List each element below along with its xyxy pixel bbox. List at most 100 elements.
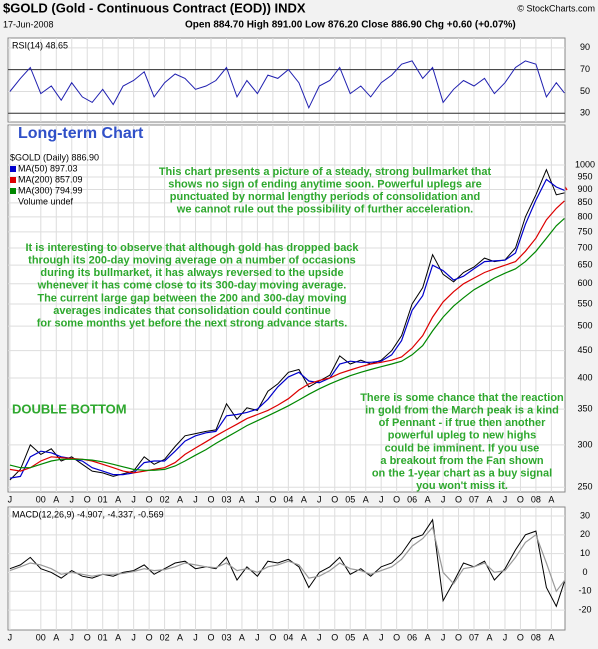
x-tick-label: A [115, 494, 121, 504]
panel [7, 37, 566, 123]
legend-entry: Volume undef [18, 196, 74, 206]
x-tick-label: J [8, 494, 13, 504]
annotation: whenever it has come close to its 300-da… [37, 280, 347, 292]
y-tick-label: -20 [578, 604, 591, 614]
x-tick-label: J [441, 494, 446, 504]
x-tick-label: O [207, 632, 214, 642]
y-tick-label: 500 [577, 321, 592, 331]
panel [7, 124, 566, 493]
x-tick-label: 07 [469, 494, 479, 504]
y-tick-label: 250 [577, 482, 592, 492]
y-tick-label: 1000 [575, 159, 595, 169]
panel-label: RSI(14) 48.65 [12, 40, 68, 50]
x-tick-label: 08 [531, 494, 541, 504]
x-tick-label: O [331, 494, 338, 504]
x-tick-label: J [255, 494, 260, 504]
x-tick-label: A [548, 494, 554, 504]
y-tick-label: 600 [577, 278, 592, 288]
x-tick-label: A [301, 632, 307, 642]
x-tick-label: 01 [98, 494, 108, 504]
x-tick-label: 00 [36, 632, 46, 642]
x-tick-label: 05 [345, 632, 355, 642]
x-tick-label: 04 [283, 632, 293, 642]
y-tick-label: 400 [577, 372, 592, 382]
annotation: during its bullmarket, it has always rev… [40, 267, 343, 279]
annotation: The current large gap between the 200 an… [37, 292, 346, 304]
x-tick-label: J [8, 632, 13, 642]
legend-swatch [10, 188, 16, 194]
annotation: of Pennant - if true then another [379, 417, 547, 429]
x-tick-label: O [455, 494, 462, 504]
panel [7, 506, 566, 631]
x-tick-label: J [441, 632, 446, 642]
series-line [9, 60, 565, 110]
x-tick-label: 02 [160, 494, 170, 504]
legend-entry: $GOLD (Daily) 886.90 [10, 152, 99, 162]
annotation: could be imminent. If you use [385, 442, 540, 454]
x-tick-label: J [131, 494, 136, 504]
series-line [9, 200, 565, 474]
x-tick-label: O [331, 632, 338, 642]
annotation: averages indicates that consolidation co… [53, 305, 331, 317]
x-tick-label: J [317, 494, 322, 504]
x-tick-label: A [425, 632, 431, 642]
annotation: on the 1-year chart as a buy signal [372, 468, 552, 480]
y-tick-label: 850 [577, 197, 592, 207]
x-tick-label: A [363, 494, 369, 504]
x-tick-label: J [379, 632, 384, 642]
x-tick-label: J [131, 632, 136, 642]
x-tick-label: O [84, 632, 91, 642]
y-tick-label: 950 [577, 171, 592, 181]
y-tick-label: 300 [577, 439, 592, 449]
y-tick-label: 450 [577, 345, 592, 355]
x-tick-label: 08 [531, 632, 541, 642]
x-tick-label: 00 [36, 494, 46, 504]
x-tick-label: J [255, 632, 260, 642]
x-tick-label: O [146, 632, 153, 642]
annotation: This chart presents a picture of a stead… [159, 166, 492, 178]
x-tick-label: 01 [98, 632, 108, 642]
x-tick-label: J [193, 632, 198, 642]
x-tick-label: O [517, 494, 524, 504]
symbol-title: $GOLD (Gold - Continuous Contract (EOD))… [3, 0, 306, 15]
x-tick-label: O [455, 632, 462, 642]
x-tick-label: A [301, 494, 307, 504]
annotation: a breakout from the Fan shown [380, 455, 543, 467]
x-tick-label: A [177, 632, 183, 642]
y-tick-label: 90 [580, 42, 590, 52]
y-tick-label: 550 [577, 298, 592, 308]
x-tick-label: 05 [345, 494, 355, 504]
y-tick-label: 30 [580, 108, 590, 118]
annotation: shows no sign of ending anytime soon. Po… [168, 179, 482, 191]
panel-label: MACD(12,26,9) -4.907, -4.337, -0.569 [12, 509, 164, 519]
annotation: we cannot rule out the possibility of fu… [176, 204, 473, 216]
annotation: through its 200-day moving average on a … [28, 255, 356, 267]
x-tick-label: A [548, 632, 554, 642]
series-line [9, 217, 565, 471]
y-tick-label: 20 [580, 529, 590, 539]
x-tick-label: A [115, 632, 121, 642]
date: 17-Jun-2008 [3, 19, 54, 29]
y-tick-label: 30 [580, 510, 590, 520]
source: © StockCharts.com [517, 3, 595, 13]
annotation: you won't miss it. [416, 480, 508, 492]
x-tick-label: A [486, 632, 492, 642]
y-tick-label: 650 [577, 260, 592, 270]
legend-swatch [10, 177, 16, 183]
x-tick-label: O [269, 632, 276, 642]
x-tick-label: O [146, 494, 153, 504]
legend-swatch [10, 166, 16, 172]
x-tick-label: J [69, 494, 74, 504]
legend-entry: MA(200) 857.09 [18, 174, 83, 184]
y-tick-label: 350 [577, 403, 592, 413]
annotation: It is interesting to observe that althou… [25, 242, 359, 254]
x-tick-label: A [53, 632, 59, 642]
x-tick-label: O [393, 632, 400, 642]
x-tick-label: A [239, 494, 245, 504]
y-tick-label: 50 [580, 86, 590, 96]
x-tick-label: 03 [221, 494, 231, 504]
y-tick-label: 0 [582, 567, 587, 577]
annotation: DOUBLE BOTTOM [12, 401, 127, 416]
legend-entry: MA(300) 794.99 [18, 185, 83, 195]
annotation: punctuated by normal lengthy periods of … [170, 191, 480, 203]
